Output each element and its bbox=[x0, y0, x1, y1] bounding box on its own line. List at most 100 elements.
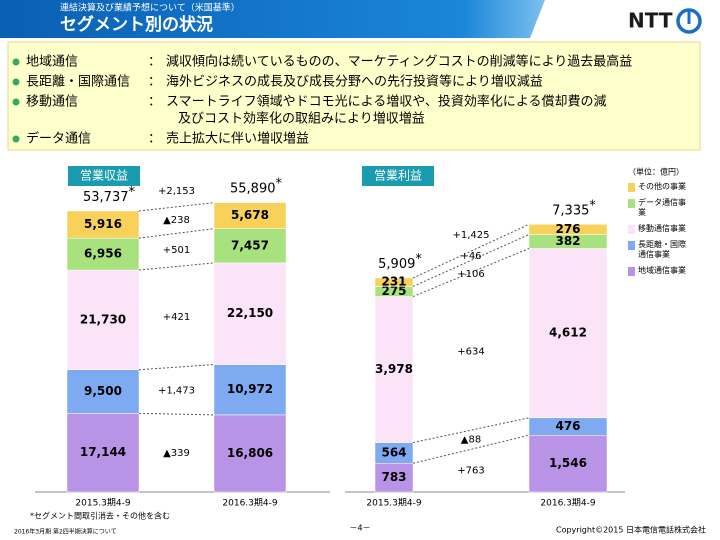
legend: その他の事業データ通信事業移動通信事業長距離・国際通信事業地域通信事業 bbox=[628, 182, 708, 282]
copyright: Copyright©2015 日本電信電話株式会社 bbox=[556, 525, 706, 535]
change-label: ▲238 bbox=[163, 215, 190, 226]
value-label: 5,916 bbox=[84, 217, 122, 231]
change-label: +763 bbox=[457, 466, 484, 477]
total-mark: * bbox=[276, 176, 283, 191]
value-label: 7,457 bbox=[231, 238, 269, 252]
logo-mark bbox=[676, 8, 702, 34]
value-label: 6,956 bbox=[84, 247, 122, 261]
chart-title-box bbox=[68, 166, 140, 186]
total-value: 7,335 bbox=[552, 203, 589, 218]
value-label: 17,144 bbox=[80, 445, 126, 459]
bar-segment bbox=[374, 277, 414, 287]
summary-colon: ： bbox=[148, 95, 161, 110]
bar-segment bbox=[66, 369, 140, 414]
change-label: +2,153 bbox=[158, 186, 195, 197]
bar-segment bbox=[528, 248, 608, 419]
summary-label: データ通信 bbox=[26, 131, 91, 147]
value-label: 276 bbox=[555, 222, 580, 236]
connector bbox=[138, 364, 215, 371]
summary-label: 移動通信 bbox=[26, 95, 78, 110]
change-label: +106 bbox=[457, 269, 484, 280]
summary-text: 及びコスト効率化の取組みにより増収増益 bbox=[178, 111, 425, 127]
bullet bbox=[12, 58, 20, 66]
value-label: 564 bbox=[381, 445, 406, 459]
footnote: *セグメント間取引消去・その他を含む bbox=[30, 511, 170, 521]
x-tick-label: 2015.3期4-9 bbox=[366, 498, 421, 509]
connector bbox=[138, 202, 215, 212]
connector bbox=[412, 248, 530, 298]
legend-swatch bbox=[628, 225, 635, 234]
bar-segment bbox=[213, 202, 287, 229]
legend-item: その他の事業 bbox=[628, 182, 686, 192]
bar-segment bbox=[528, 224, 608, 235]
value-label: 382 bbox=[555, 234, 580, 248]
total-value: 5,909 bbox=[378, 256, 415, 271]
change-label: +501 bbox=[163, 245, 190, 256]
bar-segment bbox=[213, 262, 287, 365]
change-label: +1,473 bbox=[158, 386, 195, 397]
value-label: 4,612 bbox=[549, 326, 587, 340]
change-label: +46 bbox=[460, 251, 481, 262]
legend-label: 地域通信事業 bbox=[638, 266, 686, 275]
bar-segment bbox=[213, 228, 287, 264]
bar-segment bbox=[374, 463, 414, 493]
total-label: 53,737* bbox=[83, 184, 136, 204]
value-label: 1,546 bbox=[549, 456, 587, 470]
chart-title-box bbox=[362, 166, 434, 186]
bullet bbox=[12, 135, 20, 143]
chart-title: 営業利益 bbox=[374, 169, 422, 183]
bar-segment bbox=[528, 435, 608, 493]
value-label: 231 bbox=[381, 275, 406, 289]
change-label: +1,425 bbox=[452, 230, 489, 241]
connector bbox=[138, 262, 215, 271]
header-title: セグメント別の状況 bbox=[60, 14, 213, 35]
bar-segment bbox=[66, 210, 140, 239]
connector bbox=[412, 223, 530, 279]
summary-text: 減収傾向は続いているものの、マーケティングコストの削減等により過去最高益 bbox=[166, 54, 632, 70]
value-label: 9,500 bbox=[84, 384, 122, 398]
x-tick-label: 2016.3期4-9 bbox=[540, 498, 595, 509]
bar-segment bbox=[374, 296, 414, 443]
summary-colon: ： bbox=[148, 75, 161, 90]
total-mark: * bbox=[589, 198, 596, 213]
summary-box bbox=[7, 41, 701, 151]
bullet bbox=[12, 78, 20, 86]
bar-segment bbox=[213, 414, 287, 493]
bar-segment bbox=[66, 269, 140, 371]
logo-text: NTT bbox=[628, 9, 673, 33]
summary-colon: ： bbox=[148, 55, 161, 70]
change-label: ▲88 bbox=[461, 435, 481, 446]
bullet bbox=[12, 98, 20, 106]
value-label: 22,150 bbox=[227, 306, 273, 320]
change-label: +634 bbox=[457, 346, 484, 357]
value-label: 16,806 bbox=[227, 446, 273, 460]
value-label: 21,730 bbox=[80, 312, 126, 326]
value-label: 476 bbox=[555, 419, 580, 433]
summary-colon: ： bbox=[148, 132, 161, 147]
value-label: 10,972 bbox=[227, 382, 273, 396]
summary-label: 長距離・国際通信 bbox=[26, 75, 130, 90]
bar-segment bbox=[66, 413, 140, 493]
legend-swatch bbox=[628, 199, 635, 208]
legend-item: データ通信事業 bbox=[628, 198, 686, 218]
connector bbox=[138, 228, 215, 239]
legend-swatch bbox=[628, 267, 635, 276]
legend-item: 長距離・国際通信事業 bbox=[628, 240, 686, 260]
value-label: 5,678 bbox=[231, 208, 269, 222]
summary-text: 海外ビジネスの成長及び成長分野への先行投資等により増収減益 bbox=[166, 74, 543, 90]
legend-item: 移動通信事業 bbox=[628, 224, 686, 234]
total-value: 53,737 bbox=[83, 189, 129, 204]
total-label: 5,909* bbox=[378, 251, 422, 271]
value-label: 275 bbox=[381, 284, 406, 298]
legend-label: その他の事業 bbox=[638, 182, 686, 191]
total-mark: * bbox=[415, 251, 422, 266]
legend-swatch bbox=[628, 241, 635, 250]
total-value: 55,890 bbox=[230, 181, 276, 196]
summary: 地域通信 ： 減収傾向は続いているものの、マーケティングコストの削減等により過去最高… bbox=[12, 54, 632, 147]
summary-text: スマートライフ領域やドコモ光による増収や、投資効率化による償却費の減 bbox=[166, 94, 606, 110]
x-tick-label: 2015.3期4-9 bbox=[75, 498, 130, 509]
total-label: 7,335* bbox=[552, 198, 596, 218]
page-number: －4－ bbox=[349, 524, 370, 533]
